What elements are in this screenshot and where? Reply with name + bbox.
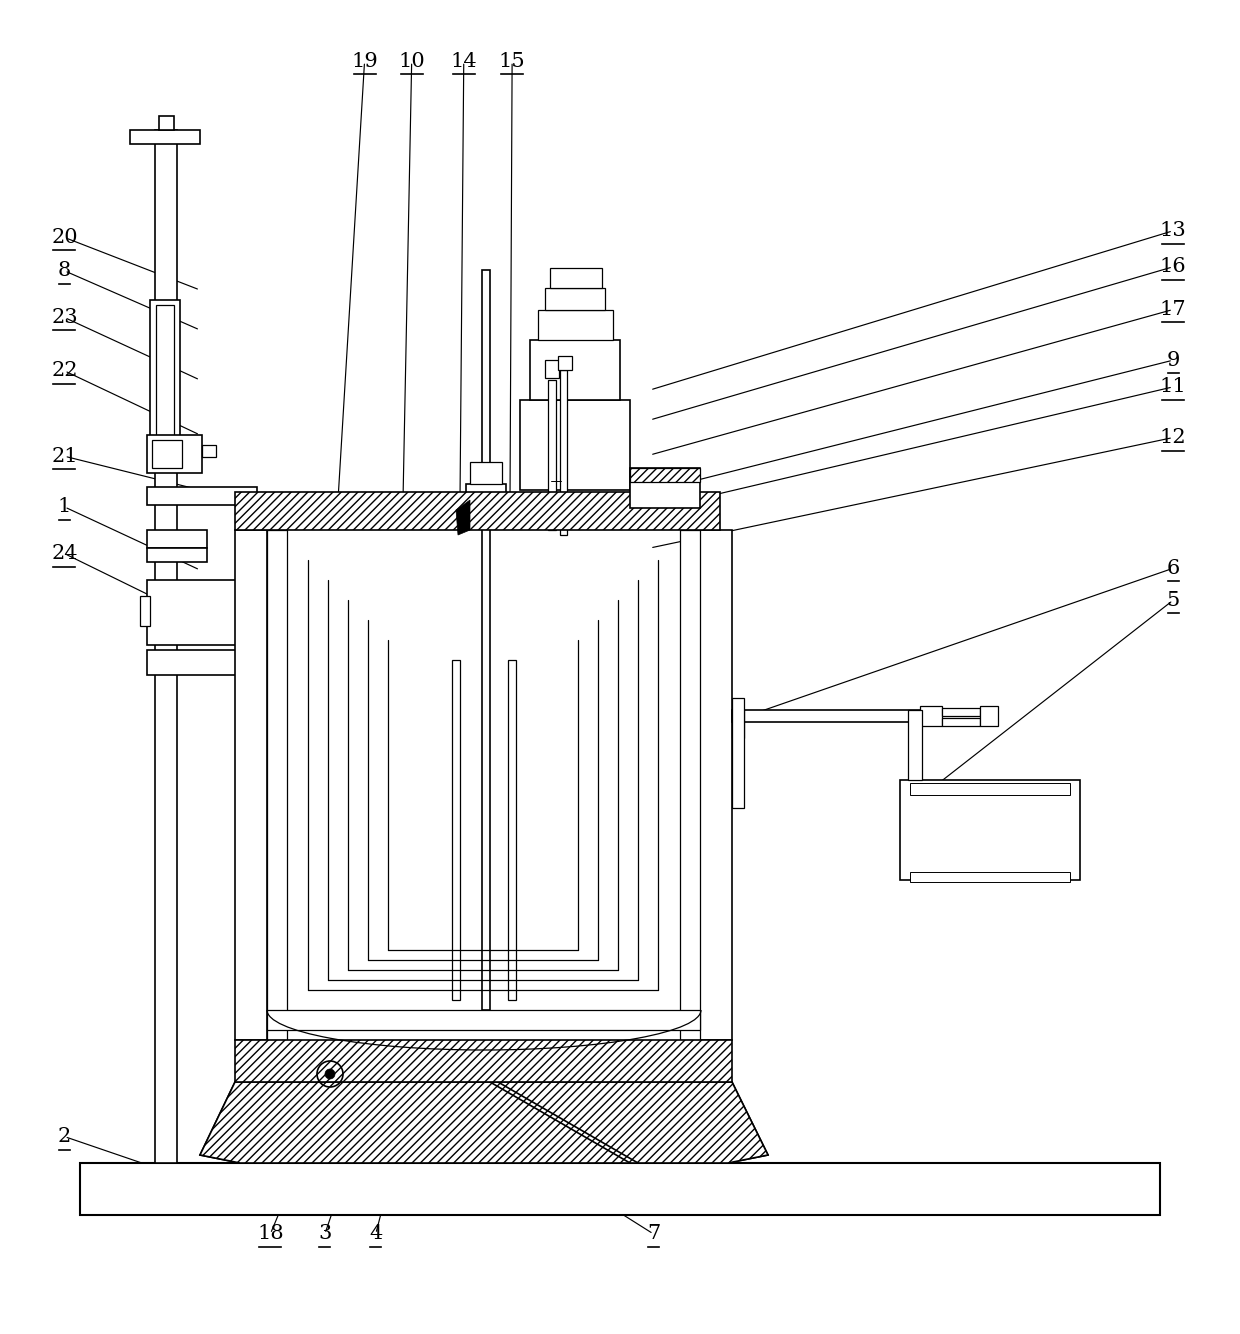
Bar: [548, 380, 556, 530]
Bar: [942, 708, 980, 716]
Text: 8: 8: [58, 261, 71, 280]
Text: 22: 22: [51, 362, 78, 380]
Bar: [148, 580, 237, 646]
Text: 1: 1: [58, 498, 71, 516]
Text: 6: 6: [1167, 559, 1179, 578]
Bar: [908, 710, 923, 780]
PathPatch shape: [200, 1082, 768, 1163]
Bar: [236, 530, 267, 1041]
Text: 11: 11: [1159, 378, 1187, 396]
Text: 14: 14: [450, 52, 477, 71]
Bar: [520, 400, 630, 490]
Bar: [428, 1061, 440, 1074]
Bar: [410, 1061, 423, 1074]
Text: 18: 18: [257, 1225, 284, 1243]
Bar: [680, 530, 701, 1041]
Text: 16: 16: [1159, 257, 1187, 276]
Text: 3: 3: [319, 1225, 331, 1243]
Bar: [394, 1061, 405, 1074]
Bar: [630, 468, 701, 482]
Text: 20: 20: [51, 228, 78, 247]
Bar: [153, 440, 182, 468]
Bar: [732, 710, 920, 722]
Text: 10: 10: [398, 52, 425, 71]
Bar: [155, 129, 177, 1163]
Bar: [148, 487, 257, 506]
Text: 4: 4: [370, 1225, 382, 1243]
Text: 17: 17: [1159, 300, 1187, 319]
Bar: [546, 360, 559, 378]
Text: 19: 19: [351, 52, 378, 71]
Text: 9: 9: [1167, 351, 1179, 370]
Bar: [267, 1010, 701, 1030]
Bar: [508, 660, 516, 1000]
Bar: [130, 129, 200, 144]
Bar: [732, 710, 744, 738]
Bar: [900, 780, 1080, 880]
Bar: [942, 718, 980, 726]
Bar: [202, 446, 216, 458]
Bar: [910, 783, 1070, 795]
Bar: [81, 1163, 1159, 1215]
Bar: [551, 268, 601, 288]
Bar: [529, 340, 620, 400]
Bar: [148, 548, 207, 562]
Bar: [980, 706, 998, 726]
Bar: [267, 530, 286, 1041]
Bar: [445, 1061, 458, 1074]
Bar: [920, 706, 942, 726]
Circle shape: [325, 1069, 335, 1079]
Text: 24: 24: [51, 544, 78, 563]
Text: 15: 15: [498, 52, 526, 71]
Text: 5: 5: [1167, 591, 1179, 610]
Text: 13: 13: [1159, 221, 1187, 240]
Text: 23: 23: [51, 308, 78, 327]
Bar: [546, 288, 605, 309]
Bar: [236, 1041, 732, 1082]
Bar: [630, 468, 701, 508]
Bar: [236, 492, 720, 530]
Bar: [358, 1055, 463, 1079]
Bar: [701, 530, 732, 1041]
Bar: [140, 596, 150, 626]
Bar: [150, 300, 180, 470]
Bar: [910, 872, 1070, 882]
Polygon shape: [456, 500, 470, 535]
Text: 12: 12: [1159, 428, 1187, 447]
Bar: [156, 305, 174, 466]
Bar: [560, 370, 567, 535]
Bar: [482, 269, 490, 1010]
Bar: [148, 530, 207, 548]
Bar: [377, 1061, 389, 1074]
Bar: [470, 462, 502, 484]
Text: 7: 7: [647, 1225, 660, 1243]
Bar: [148, 435, 202, 474]
Bar: [148, 650, 237, 675]
Text: 21: 21: [51, 447, 78, 466]
Bar: [159, 116, 174, 129]
Text: 2: 2: [58, 1127, 71, 1146]
Bar: [558, 356, 572, 370]
Bar: [360, 1061, 372, 1074]
Bar: [538, 309, 613, 340]
Bar: [453, 660, 460, 1000]
Bar: [732, 698, 744, 808]
Bar: [466, 484, 506, 506]
